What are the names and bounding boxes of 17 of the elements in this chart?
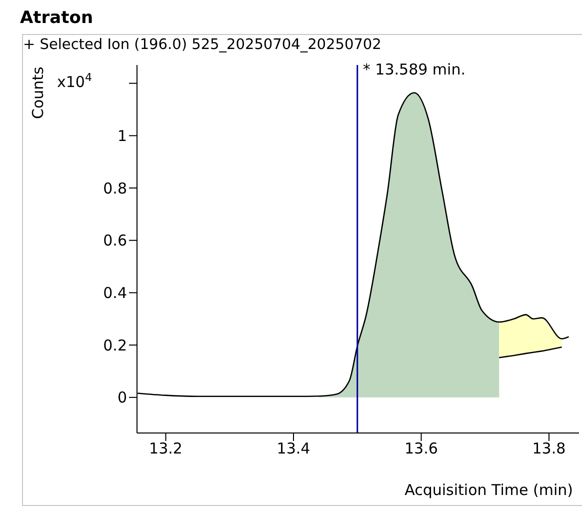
text: x10$^{4}$ bbox=[57, 71, 92, 91]
y-tick-label: 0 bbox=[117, 388, 127, 407]
x-tick-label: 13.2 bbox=[149, 440, 182, 458]
y-tick-label: 0.8 bbox=[103, 179, 127, 198]
x-tick-label: 13.8 bbox=[532, 440, 566, 458]
x-tick-label: 13.6 bbox=[404, 440, 438, 458]
annotation: * 13.589 min. bbox=[362, 60, 466, 79]
y-tick-label: 1 bbox=[117, 126, 127, 145]
x-axis-title: Acquisition Time (min) bbox=[404, 481, 573, 499]
chart-subtitle: + Selected Ion (196.0) 525_20250704_20250702 bbox=[23, 37, 382, 53]
chart-title: Atraton bbox=[20, 8, 94, 30]
y-tick-label: 0.6 bbox=[103, 232, 127, 250]
y-tick-label: 0.2 bbox=[103, 336, 127, 354]
x-tick-label: 13.4 bbox=[276, 440, 310, 458]
y-tick-label: 0.4 bbox=[103, 284, 127, 302]
y-axis-title: Counts bbox=[29, 66, 47, 119]
line-series bbox=[498, 346, 562, 358]
